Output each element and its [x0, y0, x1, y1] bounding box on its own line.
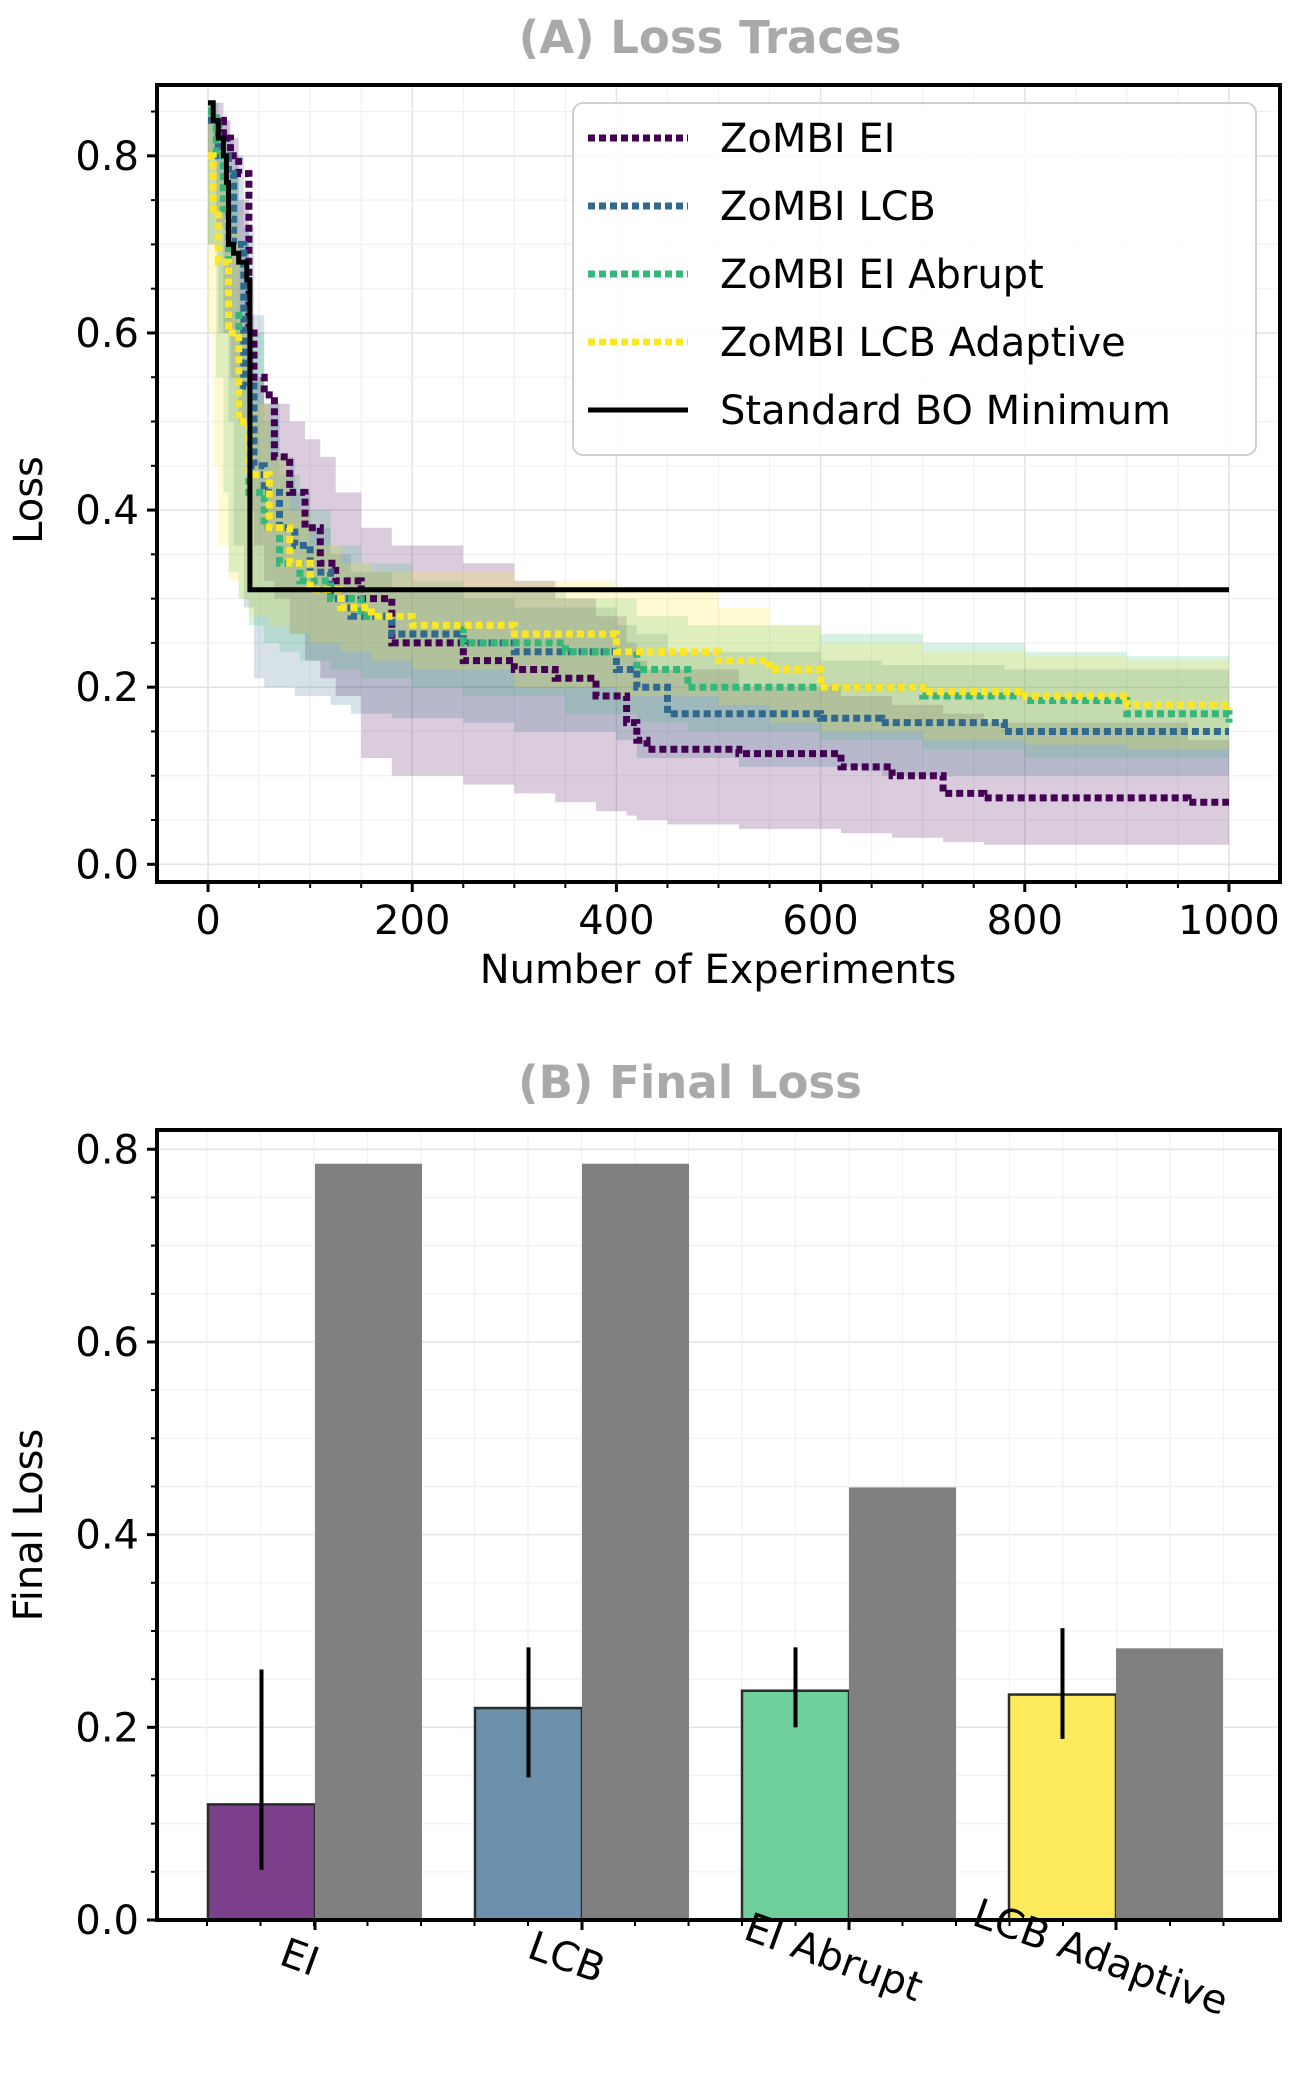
y-tick-label: 0.8	[75, 1127, 139, 1173]
x-tick-label: 600	[782, 898, 858, 944]
x-tick-label: 0	[195, 898, 220, 944]
line-zombi-ei	[208, 108, 1229, 806]
y-tick-label: 0.0	[75, 842, 139, 888]
legend-box	[572, 102, 1257, 456]
panel-a-legend: ZoMBI EI ZoMBI LCB ZoMBI EI Abrupt ZoMBI LC…	[572, 102, 1257, 456]
bar-standard-bo-ei-abrupt	[849, 1487, 956, 1920]
line-zombi-lcb-adaptive	[208, 152, 1233, 710]
y-tick-label: 0.4	[75, 488, 139, 534]
line-standard-bo-minimum	[208, 100, 1229, 593]
y-tick-label: 0.4	[75, 1513, 139, 1559]
band-zombi-ei	[208, 102, 1229, 845]
bar-standard-bo-ei	[315, 1163, 422, 1920]
y-tick-label: 0.0	[75, 1898, 139, 1944]
line-zombi-lcb	[208, 116, 1229, 735]
panel-a-ylabel: Loss	[6, 456, 52, 544]
panel-b-title: (B) Final Loss	[518, 1056, 862, 1109]
y-tick-label: 0.6	[75, 311, 139, 357]
legend-label: ZoMBI EI	[720, 116, 895, 162]
legend-label: ZoMBI LCB	[720, 184, 936, 230]
y-tick-label: 0.2	[75, 665, 139, 711]
panel-b-bars	[206, 1163, 1223, 1922]
panel-b-frame	[155, 1128, 1282, 1922]
y-tick-label: 0.8	[75, 134, 139, 180]
line-zombi-ei-abrupt	[208, 108, 1233, 723]
y-tick-label: 0.6	[75, 1320, 139, 1366]
band-zombi-lcb	[208, 102, 1229, 776]
bar-standard-bo-lcb-adaptive	[1116, 1648, 1223, 1920]
bar-zombi-ei-abrupt	[740, 1689, 851, 1922]
band-zombi-ei-abrupt	[208, 102, 1229, 758]
panel-a-title: (A) Loss Traces	[519, 11, 902, 64]
panel-b-ylabel: Final Loss	[6, 1429, 52, 1622]
x-tick-label: EI	[274, 1930, 325, 1986]
x-tick-label: 200	[374, 898, 450, 944]
legend-label: ZoMBI LCB Adaptive	[720, 320, 1126, 366]
x-tick-label: 400	[578, 898, 654, 944]
legend-label: Standard BO Minimum	[720, 388, 1171, 434]
x-tick-label: 1000	[1178, 898, 1280, 944]
panel-a-ticks: 0 200 400 600 800 1000 0.0 0.2 0.4 0.6 0.8	[75, 110, 1280, 944]
x-tick-label: LCB	[522, 1923, 611, 1993]
legend-label: ZoMBI EI Abrupt	[720, 252, 1044, 298]
x-tick-label: 800	[987, 898, 1063, 944]
panel-a-lines	[208, 100, 1233, 806]
bar-standard-bo-lcb	[582, 1163, 689, 1920]
y-tick-label: 0.2	[75, 1705, 139, 1751]
panel-a-xlabel: Number of Experiments	[480, 947, 957, 993]
